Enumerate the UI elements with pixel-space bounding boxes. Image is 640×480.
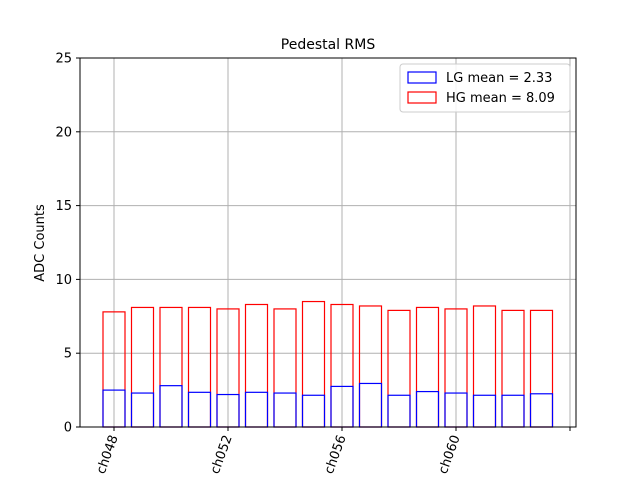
y-axis-label: ADC Counts: [33, 204, 48, 282]
bar: [244, 391, 269, 428]
bar: [244, 303, 269, 428]
bar: [301, 394, 326, 428]
y-tick-label: 15: [55, 199, 72, 214]
y-tick-label: 10: [55, 273, 72, 288]
bar: [529, 309, 554, 428]
bar: [273, 308, 297, 428]
bars: [102, 300, 554, 428]
legend-swatch: [407, 71, 437, 84]
bar: [472, 305, 497, 428]
y-tick-label: 25: [55, 52, 72, 67]
bar: [187, 391, 212, 428]
bar: [159, 306, 183, 428]
x-tick-label: ch056: [322, 433, 350, 476]
bar: [501, 309, 525, 428]
bar: [415, 390, 440, 428]
legend-label: HG mean = 8.09: [446, 91, 555, 106]
bar: [358, 305, 383, 428]
x-tick-label: ch060: [436, 433, 464, 476]
legend: LG mean = 2.33 HG mean = 8.09: [399, 63, 571, 113]
legend-swatch: [407, 91, 437, 104]
y-tick-label: 20: [55, 125, 72, 140]
bar: [358, 382, 383, 428]
axis-ticks: 0 5 10 15 20 25 ch048 ch052 ch056 ch060: [55, 52, 571, 476]
bar: [415, 306, 440, 428]
bar: [472, 394, 497, 428]
bar: [387, 309, 411, 428]
y-tick-label: 5: [64, 347, 72, 362]
bar: [159, 385, 183, 428]
bar: [501, 394, 525, 428]
y-tick-label: 0: [64, 421, 72, 436]
x-tick-label: ch052: [208, 433, 236, 476]
x-tick-label: ch048: [94, 433, 122, 476]
bar: [301, 300, 326, 428]
legend-label: LG mean = 2.33: [446, 71, 552, 86]
bar: [387, 394, 411, 428]
bar: [187, 306, 212, 428]
bar: [529, 393, 554, 428]
legend-box: [399, 63, 571, 113]
bar: [273, 392, 297, 428]
bar: [130, 392, 155, 428]
chart-title: Pedestal RMS: [281, 37, 376, 53]
bar: [130, 306, 155, 428]
plot-frame: [79, 57, 577, 428]
